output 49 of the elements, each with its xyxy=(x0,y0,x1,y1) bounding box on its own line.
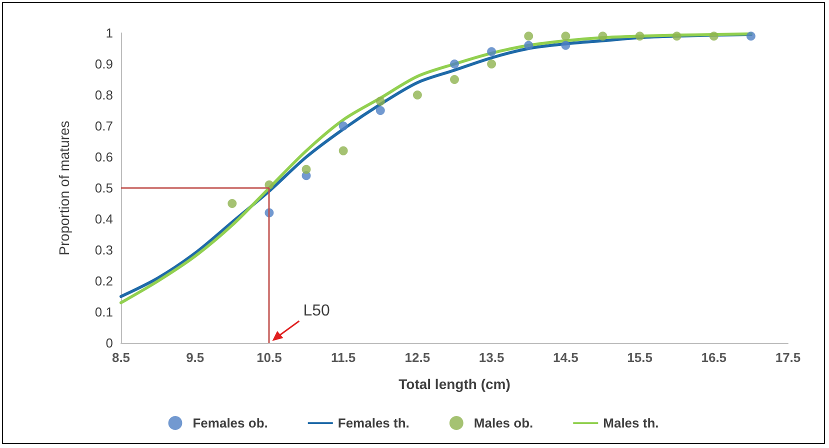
point xyxy=(264,180,274,190)
point xyxy=(338,122,348,130)
point xyxy=(561,40,570,50)
point xyxy=(487,60,496,68)
legend-label: Females th. xyxy=(338,416,410,430)
point xyxy=(450,60,459,68)
y-tick-label: 0.5 xyxy=(94,180,113,196)
y-tick-label: 0.4 xyxy=(94,212,113,226)
point xyxy=(450,75,459,84)
x-tick-label: 8.5 xyxy=(112,350,130,365)
point xyxy=(228,199,237,208)
y-tick-label: 0.9 xyxy=(94,56,113,72)
x-tick-label: 14.5 xyxy=(553,350,578,365)
y-tick-label: 0.3 xyxy=(94,242,113,258)
y-tick-label: 1 xyxy=(106,26,113,40)
x-tick-label: 11.5 xyxy=(331,350,356,365)
x-tick-label: 15.5 xyxy=(627,350,652,365)
y-tick-label: 0.6 xyxy=(94,150,113,164)
point xyxy=(412,90,422,100)
point xyxy=(598,32,608,41)
y-tick-label: 0 xyxy=(106,336,113,350)
point xyxy=(709,32,718,41)
point xyxy=(746,32,756,41)
x-tick-label: 10.5 xyxy=(256,350,282,365)
x-tick-label: 17.5 xyxy=(775,350,801,365)
point xyxy=(376,96,385,106)
y-tick-label: 0.2 xyxy=(94,274,113,288)
point xyxy=(524,40,534,50)
point xyxy=(302,164,311,174)
y-axis-title: Proportion of matures xyxy=(56,120,72,256)
annotation: L50 xyxy=(303,302,330,320)
legend-label: Females ob. xyxy=(192,416,268,430)
x-tick-label: 12.5 xyxy=(404,350,430,365)
point xyxy=(672,32,682,41)
x-axis-title: Total length (cm) xyxy=(398,376,510,392)
x-tick-label: 16.5 xyxy=(701,350,727,365)
point xyxy=(524,32,534,41)
y-tick-label: 0.8 xyxy=(94,88,113,102)
x-tick-label: 9.5 xyxy=(186,350,204,365)
point xyxy=(338,146,348,156)
legend-label: Males th. xyxy=(603,416,659,430)
point xyxy=(376,106,385,115)
x-tick-label: 13.5 xyxy=(478,350,504,365)
y-tick-label: 0.7 xyxy=(94,118,113,134)
point xyxy=(487,47,496,56)
legend-label: Males ob. xyxy=(474,416,534,430)
point xyxy=(635,32,644,41)
y-tick-label: 0.1 xyxy=(94,304,113,320)
point xyxy=(561,32,570,41)
